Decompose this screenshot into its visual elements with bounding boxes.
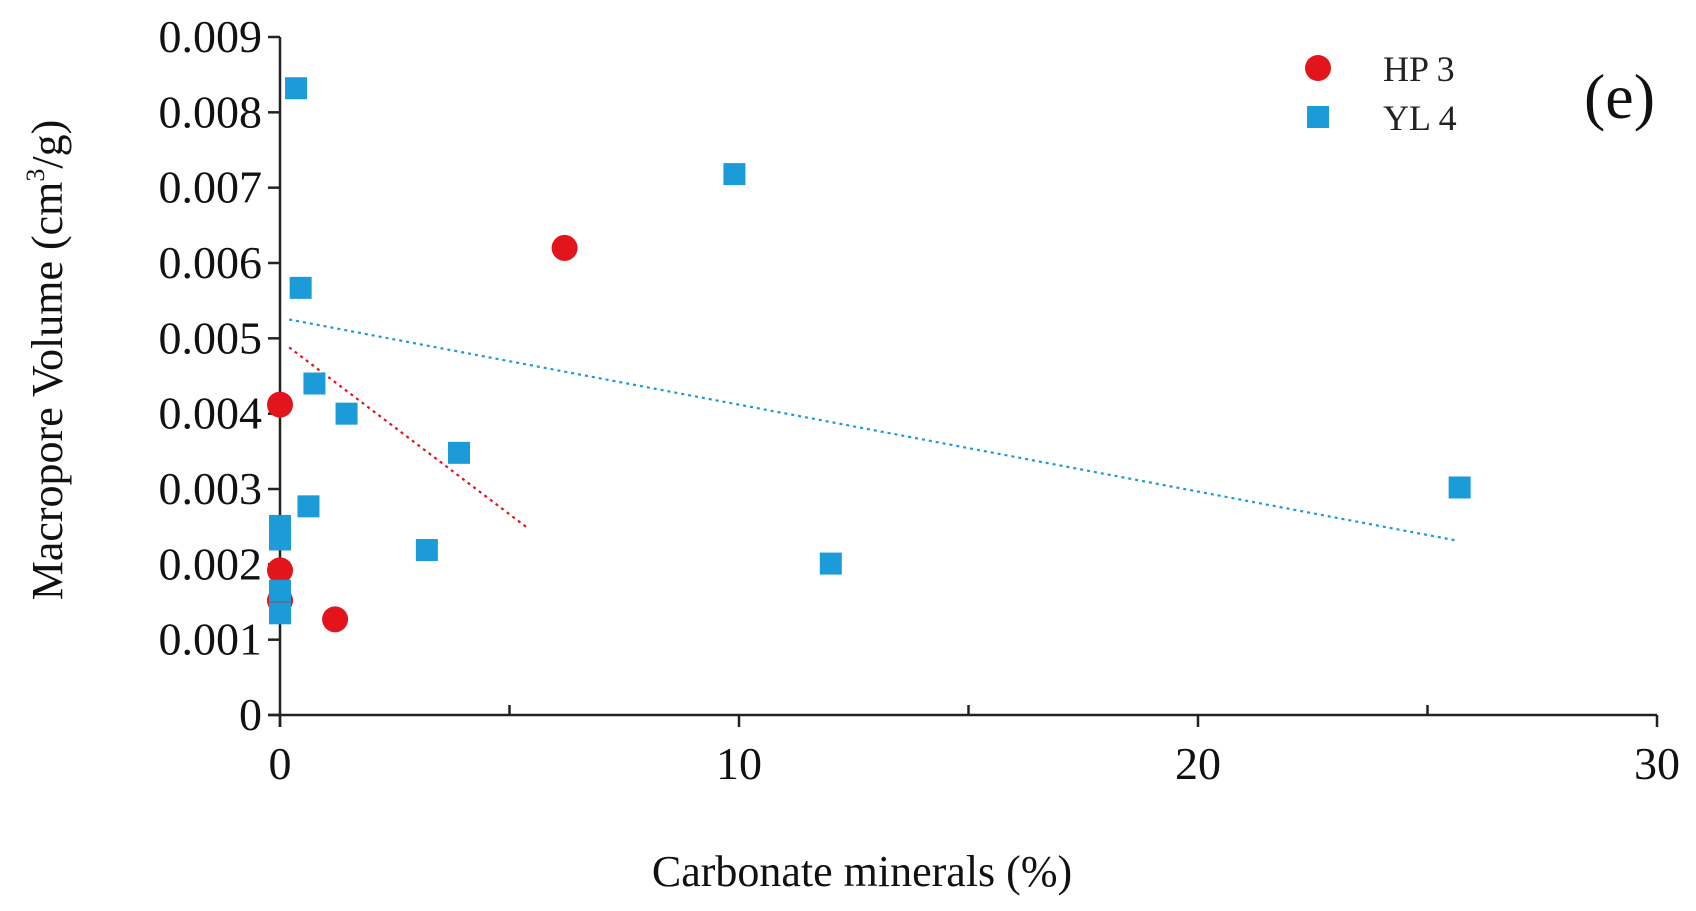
data-point-yl-4 [723, 163, 746, 186]
data-point-yl-4 [335, 402, 358, 425]
data-point-hp-3 [322, 606, 349, 633]
x-tick-label: 30 [1634, 738, 1680, 789]
y-tick-label: 0.009 [159, 11, 263, 62]
data-point-yl-4 [819, 552, 842, 575]
legend: HP 3 YL 4 [1305, 49, 1457, 138]
legend-marker-yl-4 [1307, 106, 1329, 128]
data-point-yl-4 [289, 276, 312, 299]
panel-label: (e) [1584, 61, 1655, 132]
y-axis-title-main: Macropore Volume (cm [23, 182, 72, 601]
x-axis-title: Carbonate minerals (%) [652, 847, 1072, 896]
y-tick-label: 0.008 [159, 86, 263, 137]
y-axis-title: Macropore Volume (cm3/g) [21, 120, 72, 601]
trendlines-group [288, 318, 1456, 542]
legend-marker-hp-3 [1305, 55, 1331, 81]
data-point-yl-4 [269, 602, 291, 625]
y-tick-label: 0.001 [159, 614, 263, 665]
data-point-hp-3 [267, 391, 293, 418]
x-tick-label: 0 [269, 738, 292, 789]
y-tick-label: 0.004 [159, 388, 263, 439]
y-tick-label: 0.007 [159, 162, 263, 213]
y-tick-label: 0.006 [159, 237, 263, 288]
x-tick-label: 20 [1175, 738, 1221, 789]
data-point-yl-4 [297, 495, 320, 518]
y-tick-label: 0.003 [159, 463, 263, 514]
data-point-yl-4 [269, 528, 291, 551]
trendline-hp-3 [288, 346, 529, 530]
data-point-yl-4 [285, 77, 308, 100]
x-tick-label: 10 [716, 738, 762, 789]
trendline-yl-4 [288, 318, 1456, 542]
y-tick-label: 0 [239, 689, 262, 740]
data-point-yl-4 [269, 579, 291, 602]
data-point-hp-3 [267, 557, 293, 584]
svg-text:Macropore Volume (cm3/g): Macropore Volume (cm3/g) [21, 120, 72, 601]
y-tick-label: 0.005 [159, 312, 263, 363]
data-point-yl-4 [415, 539, 438, 562]
legend-label-hp-3: HP 3 [1383, 49, 1455, 89]
data-point-yl-4 [303, 372, 326, 395]
y-tick-label: 0.002 [159, 538, 263, 589]
legend-label-yl-4: YL 4 [1383, 98, 1457, 138]
data-points-group [267, 77, 1471, 633]
axes-group: 0 0.001 0.002 0.003 0.004 0.005 0.006 0.007 0.00… [159, 11, 1681, 789]
y-axis-title-superscript: 3 [21, 169, 50, 182]
y-axis-title-tail: /g) [23, 120, 72, 169]
data-point-yl-4 [1448, 476, 1471, 499]
data-point-hp-3 [551, 234, 578, 261]
data-point-yl-4 [448, 441, 471, 464]
